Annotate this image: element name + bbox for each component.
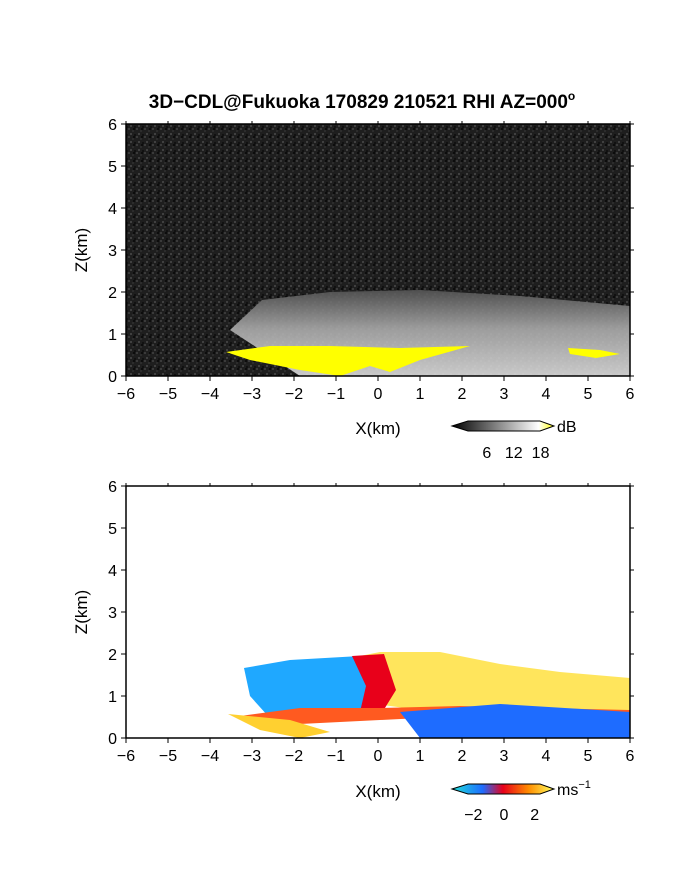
x-tick-label: −3 bbox=[243, 748, 261, 765]
x-tick-label: 4 bbox=[542, 748, 551, 765]
x-tick-label: 1 bbox=[416, 386, 425, 403]
x-tick-label: −6 bbox=[117, 386, 135, 403]
x-tick-label: −1 bbox=[327, 386, 345, 403]
colorbar-bar bbox=[450, 783, 556, 795]
y-tick-label: 1 bbox=[108, 689, 117, 706]
y-tick-label: 0 bbox=[108, 369, 117, 386]
y-tick-label: 3 bbox=[108, 605, 117, 622]
strong-echo-right bbox=[568, 348, 620, 358]
colorbar-bar bbox=[450, 420, 556, 432]
colorbar-unit: ms−1 bbox=[557, 779, 591, 799]
x-tick-label: 0 bbox=[374, 386, 383, 403]
colorbar-tick-label: 0 bbox=[500, 807, 509, 824]
colorbar-ticks: 6 12 18 bbox=[482, 445, 549, 462]
updraft-core bbox=[352, 654, 396, 716]
low-level-positive-band bbox=[228, 714, 330, 738]
x-tick-label: 0 bbox=[374, 748, 383, 765]
colorbar-tick-label: 18 bbox=[532, 445, 550, 462]
velocity-field bbox=[228, 652, 630, 738]
y-tick-label: 6 bbox=[108, 117, 117, 134]
velocity-x-label: X(km) bbox=[355, 782, 400, 801]
x-tick-label: −1 bbox=[327, 748, 345, 765]
reflectivity-colorbar: dB 6 12 18 bbox=[450, 419, 577, 462]
reflectivity-y-label: Z(km) bbox=[72, 228, 91, 272]
colorbar-unit: dB bbox=[557, 419, 577, 436]
velocity-y-ticks: 0 1 2 3 4 5 6 bbox=[108, 479, 634, 748]
colorbar-tick-label: −2 bbox=[464, 807, 482, 824]
y-tick-label: 6 bbox=[108, 479, 117, 496]
strong-echo-layer bbox=[226, 346, 470, 376]
velocity-x-ticks: −6 −5 −4 −3 −2 −1 0 1 2 3 4 5 6 bbox=[117, 483, 635, 765]
colorbar-ticks: −2 0 2 bbox=[464, 807, 539, 824]
y-tick-label: 5 bbox=[108, 521, 117, 538]
x-tick-label: −4 bbox=[201, 748, 219, 765]
x-tick-label: −5 bbox=[159, 386, 177, 403]
x-tick-label: 3 bbox=[500, 748, 509, 765]
colorbar-tick-label: 2 bbox=[530, 807, 539, 824]
x-tick-label: 5 bbox=[584, 386, 593, 403]
colorbar-tick-label: 6 bbox=[482, 445, 491, 462]
reflectivity-field bbox=[226, 290, 630, 376]
y-tick-label: 0 bbox=[108, 731, 117, 748]
x-tick-label: −2 bbox=[285, 748, 303, 765]
x-tick-label: 5 bbox=[584, 748, 593, 765]
x-tick-label: 1 bbox=[416, 748, 425, 765]
velocity-colorbar: ms−1 −2 0 2 bbox=[450, 779, 591, 824]
reflectivity-x-ticks: −6 −5 −4 −3 −2 −1 0 1 2 3 4 5 6 bbox=[117, 121, 635, 403]
x-tick-label: 4 bbox=[542, 386, 551, 403]
x-tick-label: 3 bbox=[500, 386, 509, 403]
x-tick-label: −5 bbox=[159, 748, 177, 765]
colorbar-tick-label: 12 bbox=[505, 445, 523, 462]
x-tick-label: −4 bbox=[201, 386, 219, 403]
low-level-negative-jet bbox=[400, 704, 630, 738]
y-tick-label: 5 bbox=[108, 159, 117, 176]
velocity-y-label: Z(km) bbox=[72, 590, 91, 634]
chart-title: 3D−CDL@Fukuoka 170829 210521 RHI AZ=000o bbox=[149, 89, 576, 113]
y-tick-label: 4 bbox=[108, 563, 117, 580]
x-tick-label: −2 bbox=[285, 386, 303, 403]
x-tick-label: −6 bbox=[117, 748, 135, 765]
reflectivity-x-label: X(km) bbox=[355, 419, 400, 438]
x-tick-label: 6 bbox=[626, 386, 635, 403]
negative-velocity-region bbox=[244, 656, 378, 722]
y-tick-label: 1 bbox=[108, 327, 117, 344]
x-tick-label: 6 bbox=[626, 748, 635, 765]
y-tick-label: 2 bbox=[108, 285, 117, 302]
x-tick-label: −3 bbox=[243, 386, 261, 403]
reflectivity-y-ticks: 0 1 2 3 4 5 6 bbox=[108, 117, 634, 386]
y-tick-label: 2 bbox=[108, 647, 117, 664]
y-tick-label: 3 bbox=[108, 243, 117, 260]
x-tick-label: 2 bbox=[458, 748, 467, 765]
x-tick-label: 2 bbox=[458, 386, 467, 403]
y-tick-label: 4 bbox=[108, 201, 117, 218]
